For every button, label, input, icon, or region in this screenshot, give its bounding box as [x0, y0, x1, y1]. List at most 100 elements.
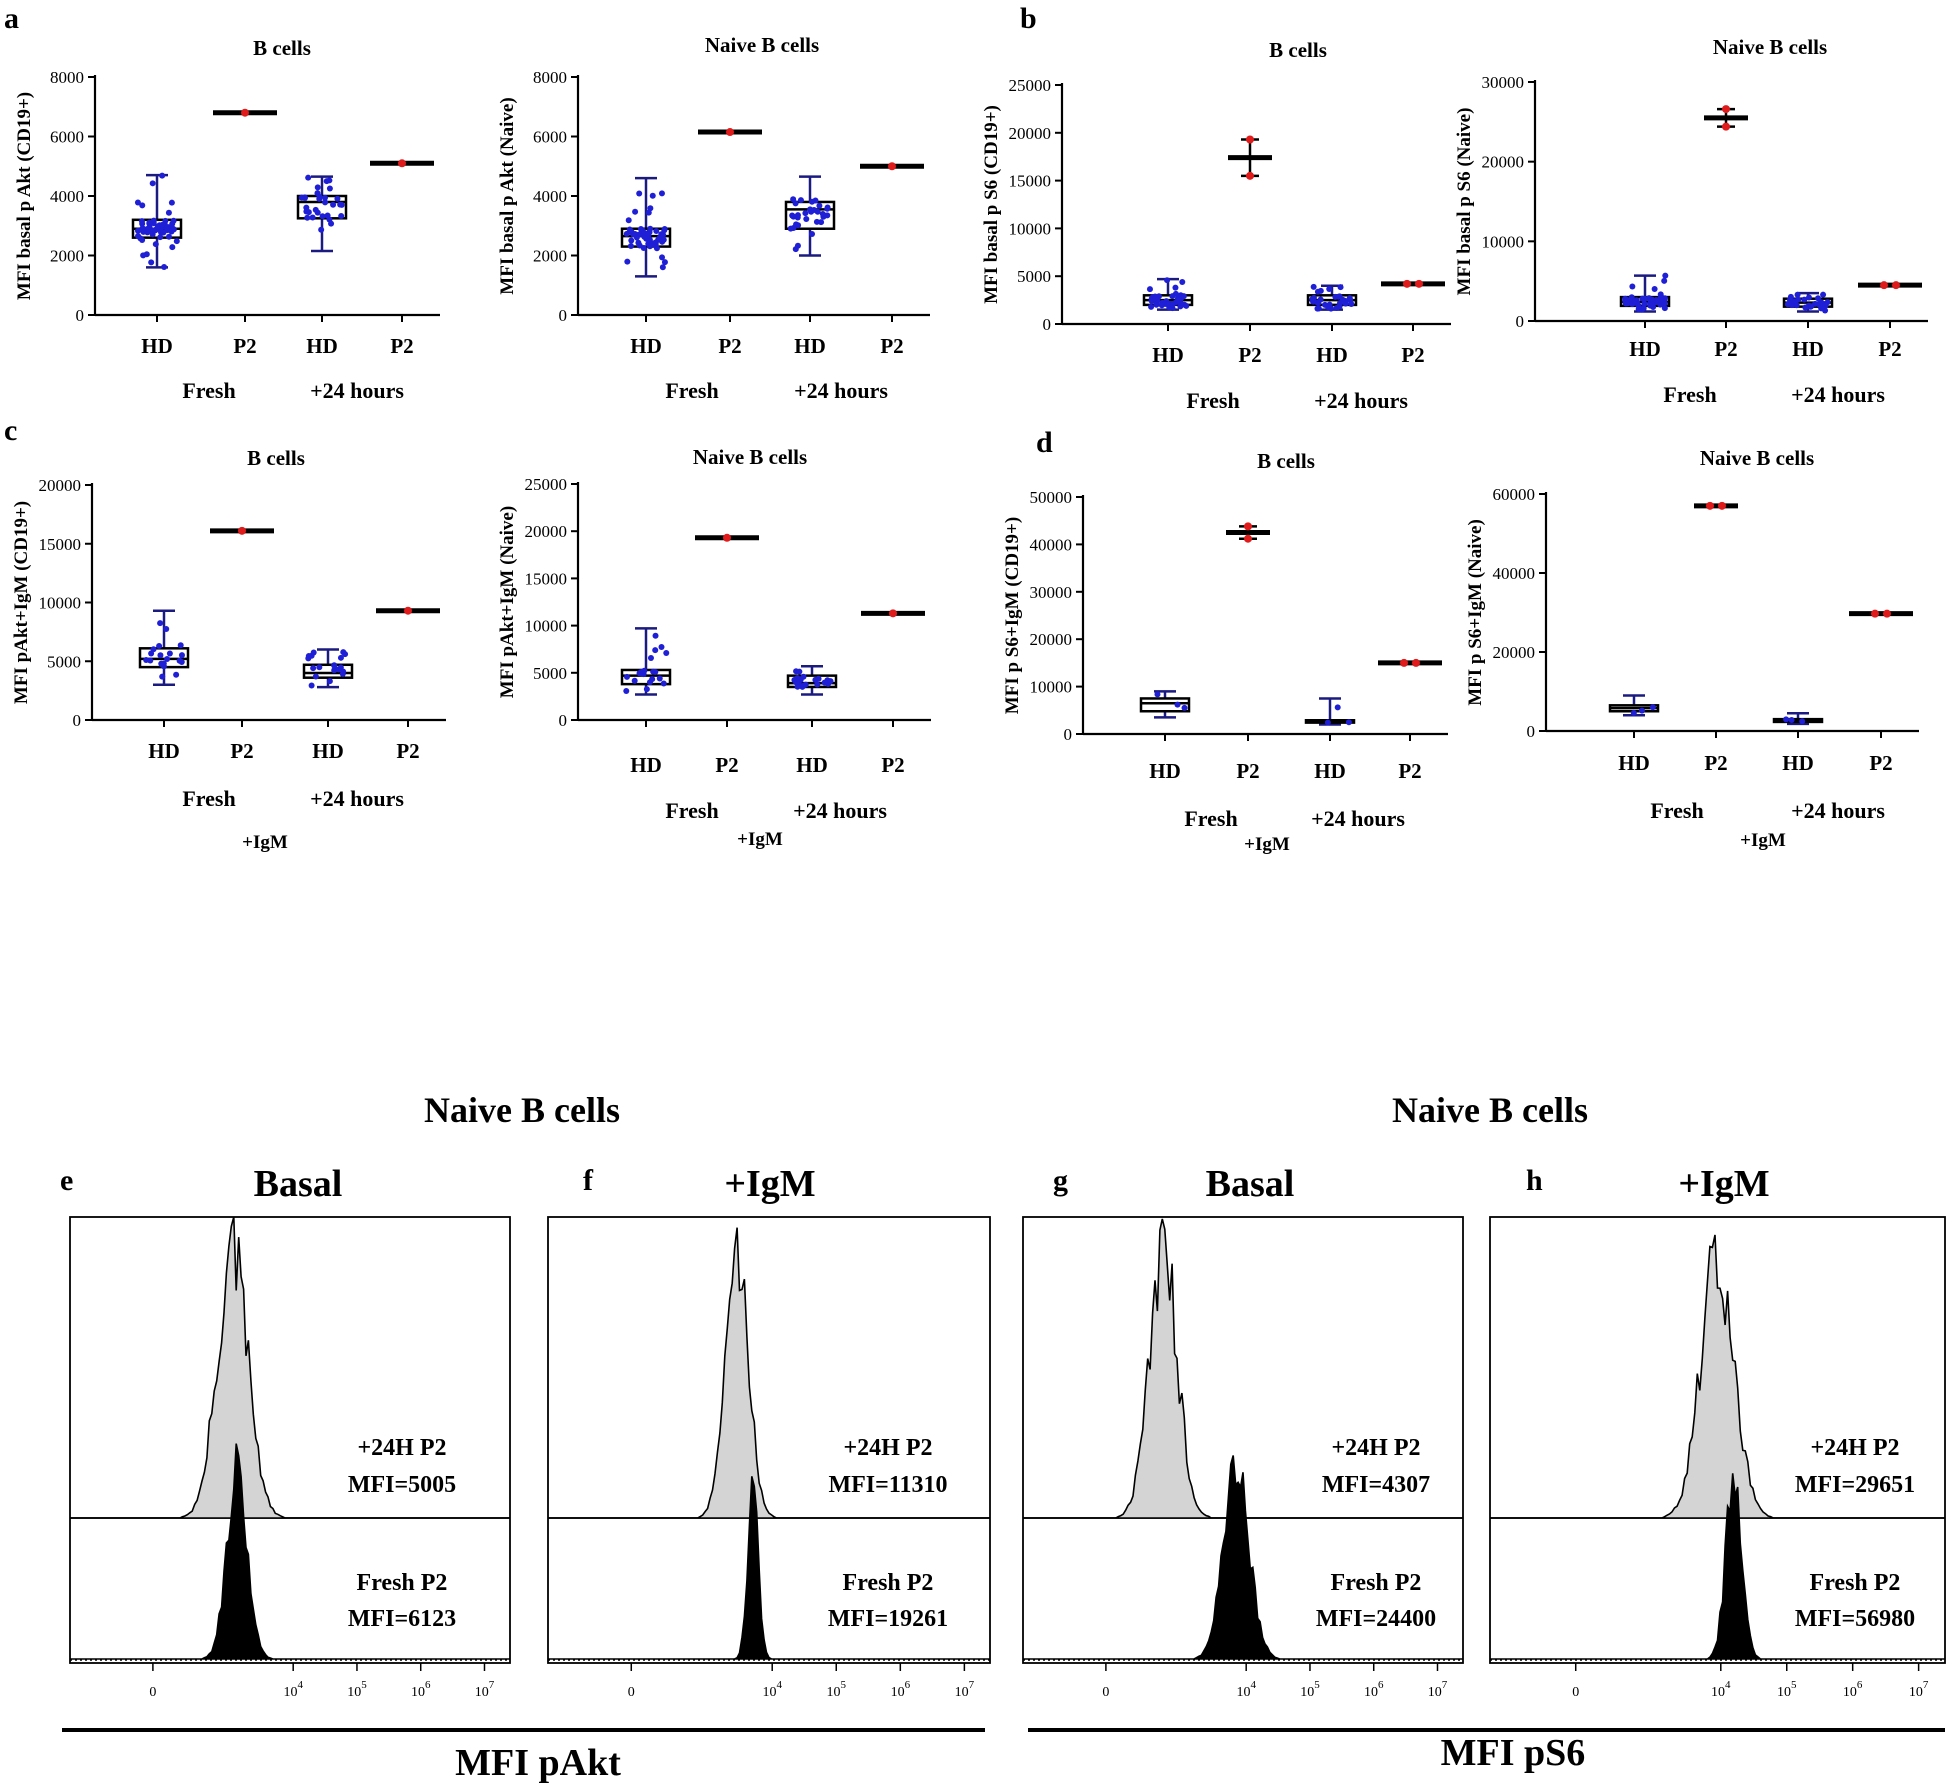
x-tick-label-hd: HD [630, 753, 662, 777]
hd-point [1818, 305, 1825, 312]
hd-point [140, 252, 147, 259]
hd-boxplot [786, 664, 838, 696]
hd-boxplot [131, 172, 183, 271]
top-mfi-label: MFI=4307 [1322, 1472, 1430, 1498]
hd-point [134, 199, 141, 206]
hd-point [316, 193, 323, 200]
hd-point [159, 673, 166, 680]
hd-point [652, 647, 659, 654]
x-tick-label-p2: P2 [396, 739, 419, 763]
hd-point [1314, 305, 1321, 312]
x-tick-label-hd: HD [794, 334, 826, 358]
hd-point [643, 686, 650, 693]
hd-point [1324, 719, 1331, 726]
hd-point [304, 214, 311, 221]
hd-boxplot [1304, 697, 1356, 726]
hd-point [316, 664, 323, 671]
tick-base: 10 [1909, 1685, 1923, 1700]
histogram-frame [1489, 1216, 1946, 1664]
hd-point [802, 681, 809, 688]
y-tick-label: 0 [1064, 725, 1073, 744]
histogram-panel-g: g Basal +24H P2 MFI=4307 Fresh P2 MFI=24400 0 1… [1022, 1163, 1464, 1700]
x-tick-label: 105 [1777, 1679, 1797, 1700]
p2-marker [1381, 279, 1445, 288]
hd-point [170, 226, 177, 233]
y-tick-label: 10000 [1009, 219, 1052, 238]
y-tick-label: 0 [73, 711, 82, 730]
hd-point [1348, 300, 1355, 307]
p2-point [1892, 281, 1900, 290]
top-mfi-label: MFI=29651 [1795, 1472, 1915, 1498]
hd-point [1649, 704, 1656, 711]
tick-exponent: 5 [841, 1679, 847, 1691]
tick-base: 10 [347, 1685, 361, 1700]
bottom-mfi-label: MFI=24400 [1316, 1606, 1436, 1632]
histogram-frame [69, 1216, 511, 1664]
x-tick-label-hd: HD [796, 753, 828, 777]
x-tick-label-p2: P2 [1704, 751, 1727, 775]
hd-point [137, 235, 144, 242]
y-axis-label: MFI basal p Akt (CD19+) [14, 92, 35, 300]
chart-b: B cells 0 5000 10000 15000 20000 25000 MFI basa… [981, 38, 1451, 413]
hd-boxplot [1608, 694, 1660, 717]
y-axis-label: MFI basal p Akt (Naive) [497, 97, 518, 294]
tick-exponent: 6 [1857, 1679, 1863, 1691]
hd-point [660, 231, 667, 238]
x-tick-label: 107 [475, 1679, 495, 1700]
hd-point [1175, 297, 1182, 304]
p2-marker [1378, 658, 1442, 667]
x-tick-label-p2: P2 [1398, 759, 1421, 783]
hd-point [653, 227, 660, 234]
x-tick-label: 106 [1364, 1679, 1384, 1700]
x-tick-label-hd: HD [1629, 337, 1661, 361]
hd-point [809, 230, 816, 237]
x-tick-label-hd: HD [1618, 751, 1650, 775]
y-tick-label: 0 [1043, 315, 1052, 334]
histogram-panel-f: f +IgM +24H P2 MFI=11310 Fresh P2 MFI=19261 0 1… [547, 1163, 991, 1700]
stimulus-label: +IgM [242, 832, 288, 853]
y-tick-label: 30000 [1030, 583, 1073, 602]
hd-point [159, 172, 166, 179]
y-tick-label: 0 [559, 306, 568, 325]
hd-point [631, 677, 638, 684]
ps6-xlabel: MFI pS6 [1441, 1732, 1586, 1774]
stimulus-label: +IgM [737, 829, 783, 850]
y-tick-label: 8000 [50, 68, 84, 87]
hd-point [1630, 709, 1637, 716]
hd-point [314, 209, 321, 216]
hd-point [645, 209, 652, 216]
x-tick-label: 105 [827, 1679, 847, 1700]
tick-exponent: 7 [1923, 1679, 1929, 1691]
x-tick-label: 107 [955, 1679, 975, 1700]
p2-point [1246, 135, 1254, 144]
hd-point [1647, 302, 1654, 309]
hd-point [139, 202, 146, 209]
p2-marker [370, 159, 434, 168]
tick-exponent: 7 [489, 1679, 495, 1691]
panel-letter-d: d [1036, 426, 1053, 459]
hd-point [322, 199, 329, 206]
hd-point [334, 195, 341, 202]
hd-point [632, 231, 639, 238]
chart-title: B cells [247, 446, 305, 470]
hd-point [796, 668, 803, 675]
hd-point [1321, 301, 1328, 308]
hd-point [1661, 277, 1668, 284]
chart-a2: Naive B cells 0 2000 4000 6000 8000 MFI basal … [497, 33, 930, 403]
chart-b2: Naive B cells 0 10000 20000 30000 MFI basal p… [1454, 35, 1928, 407]
x-tick-label-p2: P2 [718, 334, 741, 358]
x-tick-label-hd: HD [1152, 343, 1184, 367]
tick-exponent: 4 [1725, 1679, 1731, 1691]
hd-point [1820, 291, 1827, 298]
hd-point [656, 675, 663, 682]
hd-point [143, 656, 150, 663]
hd-boxplot [302, 648, 354, 689]
x-tick-label: 106 [891, 1679, 911, 1700]
hd-point [154, 223, 161, 230]
p2-point [1415, 279, 1423, 288]
tick-base: 10 [1428, 1685, 1442, 1700]
p2-point [404, 606, 412, 615]
y-tick-label: 5000 [47, 652, 81, 671]
hd-point [652, 632, 659, 639]
group-label: +24 hours [793, 798, 887, 823]
